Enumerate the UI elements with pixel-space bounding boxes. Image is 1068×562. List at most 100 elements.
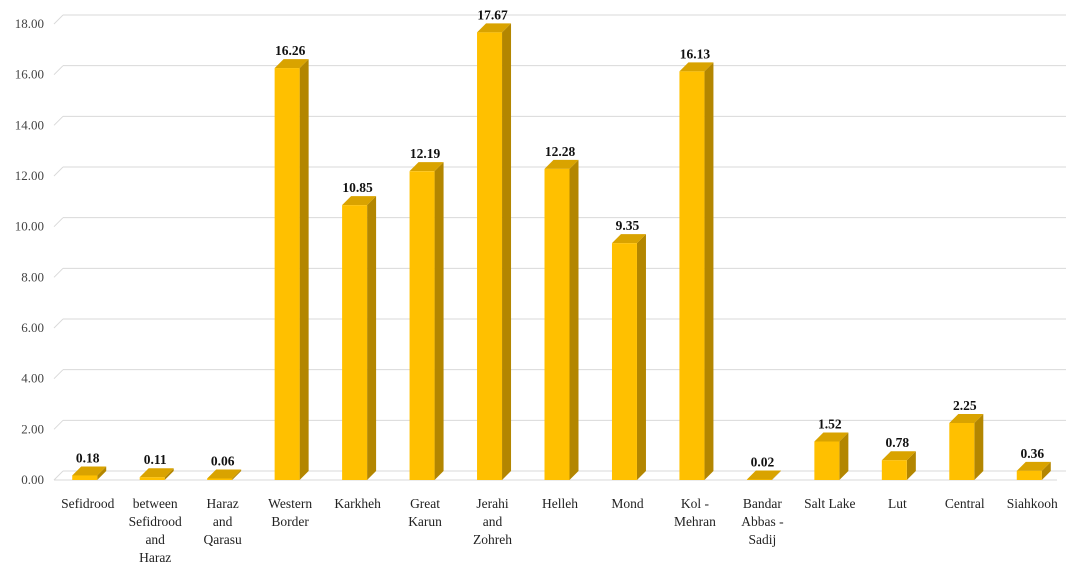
- bar: [949, 414, 984, 480]
- bar-top: [679, 62, 714, 72]
- bar-side: [636, 234, 646, 480]
- category-label-line: Bandar: [743, 496, 782, 511]
- category-label-line: Kol -: [681, 496, 710, 511]
- bar-front: [881, 460, 907, 480]
- y-tick-label: 14.00: [15, 117, 44, 132]
- bar-front: [139, 477, 165, 480]
- x-axis-category-labels: Sefidrood between Sefidrood and Haraz Haraz an…: [61, 496, 1058, 562]
- bar-front: [207, 478, 233, 480]
- data-label: 0.11: [144, 452, 167, 467]
- bar-top: [139, 468, 174, 478]
- category-label-line: Abbas -: [741, 514, 784, 529]
- bar-side: [704, 62, 714, 481]
- category-label: Karkheh: [334, 496, 381, 511]
- category-label-line: Haraz: [207, 496, 239, 511]
- bar-front: [409, 171, 435, 481]
- bar-top: [881, 451, 916, 461]
- bar: [611, 234, 646, 480]
- data-label: 16.26: [275, 43, 306, 58]
- category-label: Salt Lake: [804, 496, 855, 511]
- y-tick-label: 16.00: [15, 67, 44, 82]
- bar-top: [1016, 461, 1051, 471]
- category-label-line: and: [213, 514, 233, 529]
- bar-side: [164, 468, 174, 480]
- category-label-line: Haraz: [139, 550, 171, 562]
- category-label: Great Karun: [408, 496, 442, 529]
- bars: [72, 23, 1051, 481]
- bar-top: [409, 162, 444, 172]
- y-tick-label: 6.00: [21, 320, 44, 335]
- bar: [477, 23, 512, 481]
- gridline-connector: [53, 115, 64, 126]
- bar: [207, 469, 242, 480]
- bar: [746, 470, 781, 480]
- category-label-line: between: [133, 496, 178, 511]
- category-label-line: Salt Lake: [804, 496, 855, 511]
- category-label-line: and: [145, 532, 165, 547]
- data-label: 17.67: [477, 7, 508, 22]
- bar-side: [502, 23, 512, 481]
- category-label-line: Central: [945, 496, 985, 511]
- y-tick-label: 4.00: [21, 371, 44, 386]
- bar: [881, 451, 916, 480]
- category-label: Kol - Mehran: [674, 496, 716, 529]
- bar-top: [72, 466, 107, 476]
- category-label-line: Karkheh: [334, 496, 381, 511]
- gridline-connector: [53, 470, 64, 481]
- category-label-line: Border: [271, 514, 309, 529]
- bar-side: [569, 159, 579, 480]
- bar-front: [949, 423, 975, 480]
- data-label: 16.13: [680, 46, 711, 61]
- bar: [1016, 461, 1051, 480]
- gridline-connector: [53, 267, 64, 278]
- category-label: Siahkooh: [1007, 496, 1058, 511]
- y-tick-label: 8.00: [21, 269, 44, 284]
- data-label: 0.18: [76, 450, 100, 465]
- data-label: 0.78: [886, 435, 910, 450]
- category-label-line: Qarasu: [204, 532, 242, 547]
- bar-top: [342, 196, 377, 206]
- category-label: Lut: [888, 496, 907, 511]
- bar-front: [679, 71, 705, 480]
- bar: [342, 196, 377, 480]
- category-label-line: and: [483, 514, 503, 529]
- bar-front: [72, 475, 98, 480]
- gridline-connector: [53, 166, 64, 177]
- category-label: Jerahi and Zohreh: [473, 496, 512, 547]
- y-tick-label: 12.00: [15, 168, 44, 183]
- gridline-connector: [53, 369, 64, 380]
- bar: [139, 468, 174, 480]
- bar-top: [207, 469, 242, 479]
- data-label: 9.35: [616, 218, 640, 233]
- category-label-line: Sefidrood: [61, 496, 114, 511]
- bar-side: [1041, 461, 1051, 480]
- category-label: Sefidrood: [61, 496, 114, 511]
- category-label-line: Siahkooh: [1007, 496, 1058, 511]
- gridline-connector: [53, 419, 64, 430]
- bar-side: [906, 451, 916, 480]
- bar-front: [611, 243, 637, 480]
- data-label: 0.36: [1020, 446, 1044, 461]
- category-label-line: Great: [410, 496, 440, 511]
- bar-top: [477, 23, 512, 33]
- bar-front: [814, 441, 840, 480]
- category-label: Helleh: [542, 496, 578, 511]
- gridline-connector: [53, 318, 64, 329]
- bar-side: [839, 432, 849, 480]
- bar: [274, 59, 309, 480]
- category-label: Mond: [611, 496, 644, 511]
- y-tick-label: 18.00: [15, 16, 44, 31]
- category-label: Western Border: [268, 496, 312, 529]
- data-label: 0.02: [751, 454, 775, 469]
- category-label-line: Zohreh: [473, 532, 512, 547]
- bar-front: [342, 205, 368, 480]
- category-label: between Sefidrood and Haraz: [129, 496, 182, 562]
- gridline-connector: [53, 65, 64, 76]
- category-label-line: Mehran: [674, 514, 716, 529]
- category-label-line: Karun: [408, 514, 442, 529]
- category-label-line: Lut: [888, 496, 907, 511]
- bar-side: [434, 162, 444, 481]
- bar: [409, 162, 444, 481]
- category-label-line: Western: [268, 496, 312, 511]
